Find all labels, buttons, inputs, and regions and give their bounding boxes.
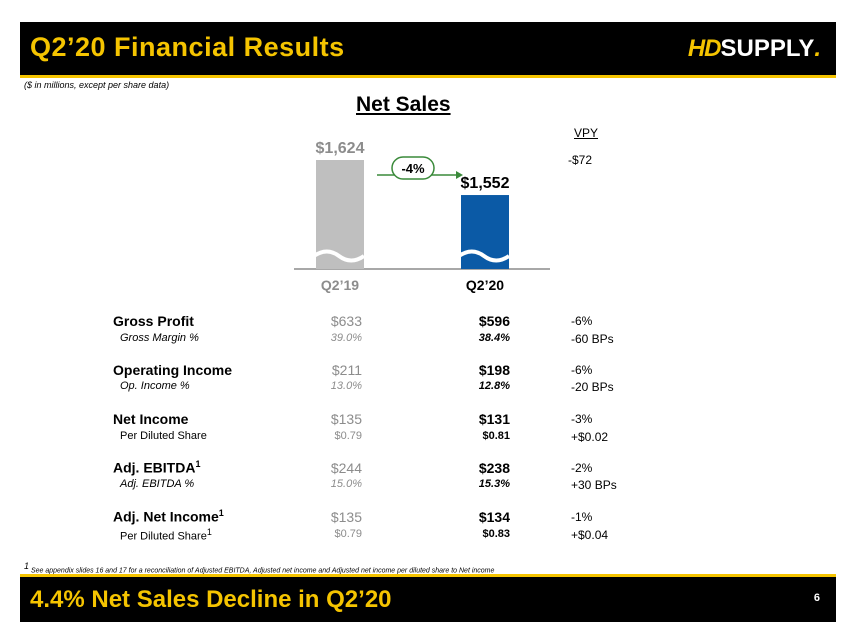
data-label-q220: $1,552 — [461, 175, 510, 192]
adj-net-income-label: Adj. Net Income1 — [113, 508, 224, 525]
vpy-net-sales: -$72 — [568, 153, 593, 167]
change-arrowhead — [456, 171, 463, 179]
adj-ebitda-label: Adj. EBITDA1 — [113, 459, 201, 476]
category-label-q219: Q2’19 — [321, 277, 359, 293]
chart-title: Net Sales — [356, 93, 451, 116]
gross-margin-label: Gross Margin % — [120, 332, 199, 344]
gross-profit-q219: $633 — [330, 313, 362, 329]
net-income-vpy: -3% — [571, 412, 593, 426]
net-income-q220: $131 — [478, 411, 510, 427]
adj-ebitda-pct-label: Adj. EBITDA % — [120, 478, 195, 490]
data-label-q219: $1,624 — [316, 140, 365, 157]
gross-margin-vpy: -60 BPs — [571, 332, 614, 346]
footer-bar: 4.4% Net Sales Decline in Q2’20 6 — [20, 577, 836, 622]
footer-headline: 4.4% Net Sales Decline in Q2’20 — [30, 586, 392, 613]
op-income-pct-label: Op. Income % — [120, 380, 190, 392]
operating-income-label: Operating Income — [113, 362, 233, 378]
gross-profit-vpy: -6% — [571, 314, 593, 328]
category-label-q220: Q2’20 — [466, 277, 504, 293]
adj-ebitda-pct-vpy: +30 BPs — [571, 478, 617, 492]
per-diluted-share-vpy: +$0.02 — [571, 430, 609, 444]
net-income-label: Net Income — [113, 411, 189, 427]
axis-break-q220 — [457, 249, 511, 263]
adj-ebitda-q220: $238 — [478, 460, 510, 476]
operating-income-q219: $211 — [331, 362, 362, 378]
op-income-pct-q219: 13.0% — [330, 380, 362, 392]
per-diluted-share-label: Per Diluted Share — [120, 430, 207, 442]
adj-per-diluted-share-label: Per Diluted Share1 — [120, 527, 212, 543]
per-diluted-share-q220: $0.81 — [482, 430, 510, 442]
net-sales-chart: $1,624 Q2’19 $1,552 Q2’20 -4% — [294, 140, 550, 293]
adj-per-diluted-share-vpy: +$0.04 — [571, 528, 609, 542]
hd-supply-logo: HD SUPPLY. — [687, 35, 821, 62]
adj-per-diluted-share-q220: $0.83 — [482, 528, 510, 540]
logo-hd: HD — [687, 35, 722, 62]
slide-title: Q2’20 Financial Results — [30, 32, 345, 62]
adj-net-income-q219: $135 — [330, 509, 362, 525]
adj-net-income-vpy: -1% — [571, 510, 593, 524]
change-bubble — [391, 156, 435, 180]
gross-profit-label: Gross Profit — [113, 313, 194, 329]
per-diluted-share-q219: $0.79 — [334, 430, 362, 442]
operating-income-vpy: -6% — [571, 363, 593, 377]
adj-ebitda-vpy: -2% — [571, 461, 593, 475]
adj-ebitda-pct-q219: 15.0% — [330, 478, 362, 490]
adj-net-income-q220: $134 — [478, 509, 510, 525]
op-income-pct-q220: 12.8% — [478, 380, 510, 392]
axis-break-q219 — [312, 249, 366, 263]
units-note: ($ in millions, except per share data) — [24, 80, 170, 90]
gross-margin-q219: 39.0% — [330, 332, 362, 344]
logo-mark: . — [814, 35, 821, 62]
title-underline — [20, 75, 836, 78]
title-bar: Q2’20 Financial Results HD SUPPLY. — [20, 22, 836, 75]
net-income-q219: $135 — [330, 411, 362, 427]
vpy-header: VPY — [574, 126, 599, 140]
change-label: -4% — [401, 161, 425, 176]
footer-gold-line — [20, 574, 836, 577]
adj-per-diluted-share-q219: $0.79 — [334, 528, 362, 540]
logo-supply: SUPPLY — [720, 35, 815, 62]
operating-income-q220: $198 — [478, 362, 510, 378]
op-income-pct-vpy: -20 BPs — [571, 380, 614, 394]
gross-profit-q220: $596 — [478, 313, 510, 329]
gross-margin-q220: 38.4% — [478, 332, 510, 344]
footnote: 1 See appendix slides 16 and 17 for a re… — [24, 561, 495, 575]
adj-ebitda-q219: $244 — [330, 460, 362, 476]
page-number: 6 — [813, 592, 820, 604]
adj-ebitda-pct-q220: 15.3% — [478, 478, 510, 490]
